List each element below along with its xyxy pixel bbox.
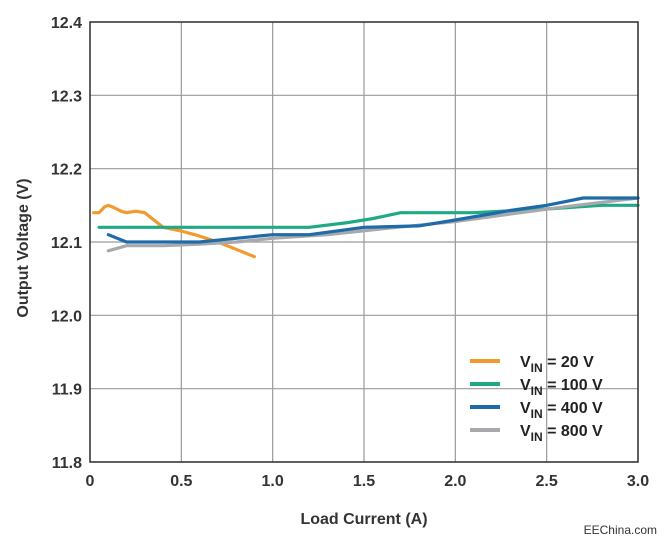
series-line-3 [106, 196, 640, 253]
x-tick-label: 1.5 [353, 473, 375, 490]
series-lines [92, 196, 640, 259]
y-axis-title: Output Voltage (V) [15, 178, 32, 317]
y-axis-ticks: 11.8 11.9 12.0 12.1 12.2 12.3 12.4 [51, 15, 82, 472]
legend-label-2: VIN = 400 V [520, 400, 603, 421]
legend-label-3: VIN = 800 V [520, 423, 603, 444]
y-tick-label: 12.0 [51, 308, 82, 325]
x-tick-label: 3.0 [627, 473, 649, 490]
x-tick-label: 0 [86, 473, 95, 490]
y-tick-label: 11.8 [52, 455, 82, 472]
x-tick-label: 0.5 [170, 473, 192, 490]
y-tick-label: 12.2 [51, 162, 82, 179]
watermark-text: EEChina.com [584, 523, 657, 537]
series-line-2 [106, 196, 640, 244]
series-line-0 [92, 203, 256, 259]
y-tick-label: 12.3 [51, 88, 82, 105]
y-tick-label: 12.1 [51, 235, 82, 252]
y-tick-label: 12.4 [51, 15, 82, 32]
x-axis-ticks: 0 0.5 1.0 1.5 2.0 2.5 3.0 [86, 473, 650, 490]
x-axis-title: Load Current (A) [300, 511, 427, 528]
plot-frame [89, 21, 639, 463]
x-tick-label: 1.0 [262, 473, 284, 490]
x-tick-label: 2.0 [444, 473, 466, 490]
x-tick-label: 2.5 [536, 473, 558, 490]
y-tick-label: 11.9 [52, 382, 82, 399]
legend-label-0: VIN = 20 V [520, 354, 594, 375]
legend-label-1: VIN = 100 V [520, 377, 603, 398]
